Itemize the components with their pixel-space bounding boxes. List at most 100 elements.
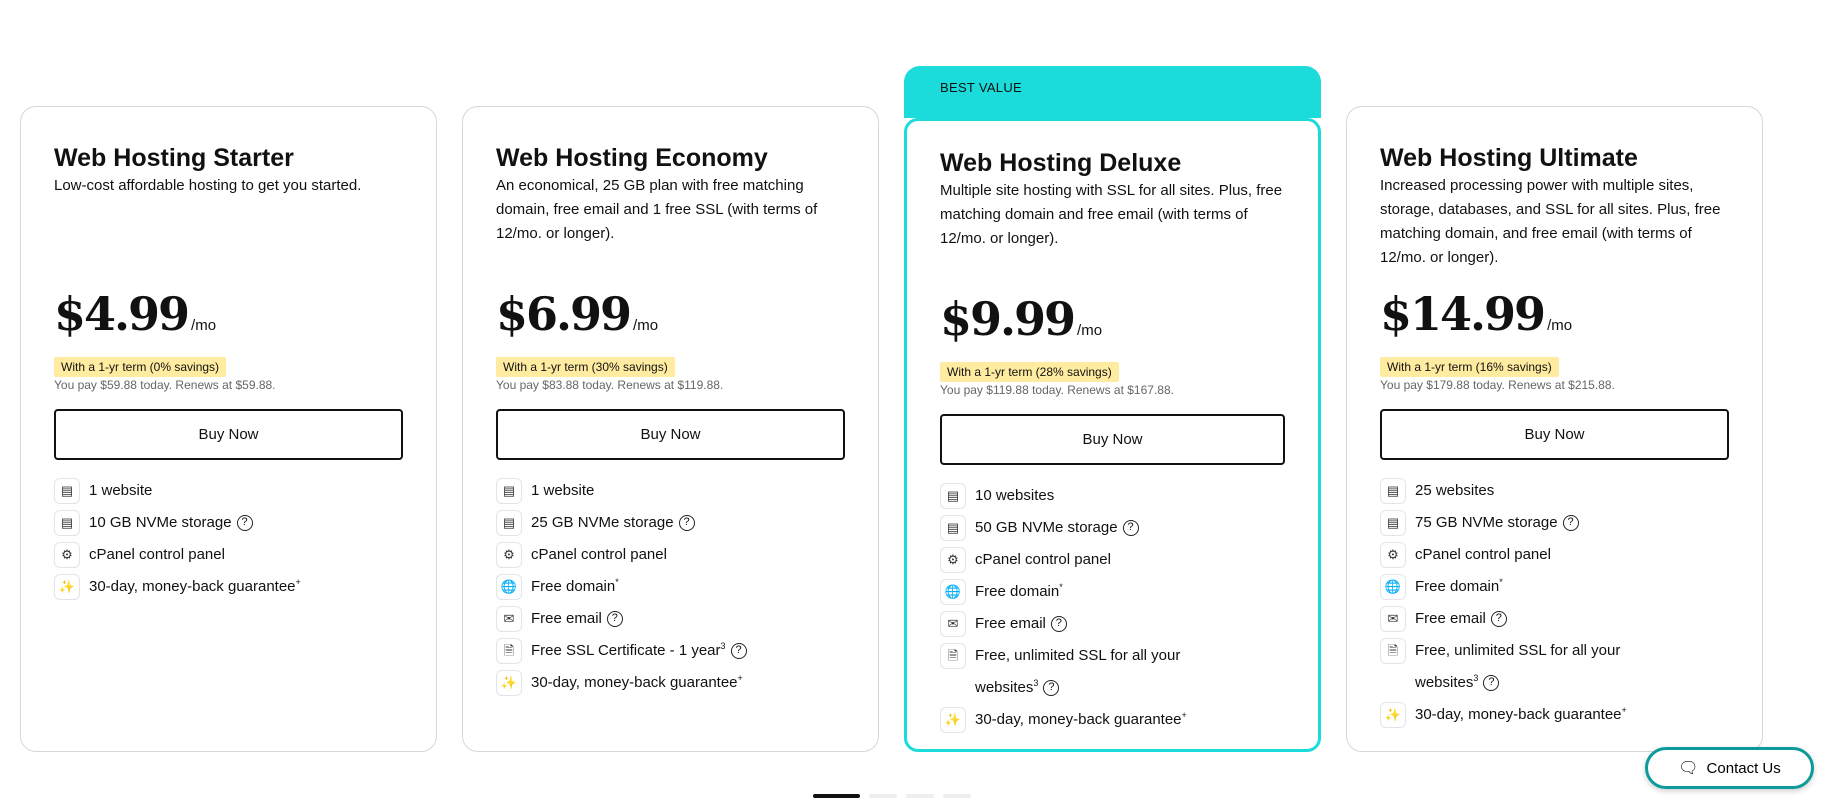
feature-item: ✉ Free email? bbox=[940, 608, 1285, 640]
help-icon[interactable]: ? bbox=[730, 643, 747, 660]
feature-text: 30-day, money-back guarantee bbox=[1415, 706, 1622, 723]
footnote-marker: + bbox=[295, 577, 301, 587]
browser-window-icon: ▤ bbox=[496, 478, 522, 504]
feature-list: ▤ 1 website ▤ 25 GB NVMe storage? ⚙ cPan… bbox=[496, 475, 845, 699]
savings-badge: With a 1-yr term (30% savings) bbox=[496, 357, 675, 377]
feature-text: Free SSL Certificate - 1 year bbox=[531, 642, 721, 659]
certificate-icon: 🗎 bbox=[1380, 638, 1406, 664]
feature-item: 🌐 Free domain* bbox=[940, 576, 1285, 608]
carousel-pagination bbox=[813, 794, 971, 798]
footnote-marker: 3 bbox=[1473, 673, 1479, 683]
feature-item: 🌐 Free domain* bbox=[1380, 571, 1729, 603]
feature-item: ✨ 30-day, money-back guarantee+ bbox=[1380, 699, 1729, 731]
plan-price: $14.99 bbox=[1380, 287, 1546, 341]
buy-now-button[interactable]: Buy Now bbox=[496, 409, 845, 460]
footnote-marker: + bbox=[737, 673, 743, 683]
price-period: /mo bbox=[633, 317, 659, 334]
help-icon[interactable]: ? bbox=[678, 515, 695, 532]
feature-item: ⚙ cPanel control panel bbox=[1380, 539, 1729, 571]
certificate-icon: 🗎 bbox=[496, 638, 522, 664]
feature-item: ✉ Free email? bbox=[1380, 603, 1729, 635]
feature-item: 🗎 Free SSL Certificate - 1 year3? bbox=[496, 635, 845, 667]
help-icon[interactable]: ? bbox=[1483, 675, 1500, 692]
feature-item: ▤ 1 website bbox=[54, 475, 403, 507]
feature-item: ▤ 10 GB NVMe storage? bbox=[54, 507, 403, 539]
feature-item: ▤ 50 GB NVMe storage? bbox=[940, 512, 1285, 544]
help-icon[interactable]: ? bbox=[606, 611, 623, 628]
feature-item: 🗎 Free, unlimited SSL for all your websi… bbox=[940, 640, 1285, 704]
feature-text: 30-day, money-back guarantee bbox=[89, 578, 296, 595]
globe-icon: 🌐 bbox=[940, 579, 966, 605]
storage-drive-icon: ▤ bbox=[496, 510, 522, 536]
carousel-dot[interactable] bbox=[943, 794, 971, 798]
feature-list: ▤ 10 websites ▤ 50 GB NVMe storage? ⚙ cP… bbox=[940, 480, 1285, 736]
envelope-icon: ✉ bbox=[1380, 606, 1406, 632]
carousel-dot[interactable] bbox=[813, 794, 860, 798]
buy-now-button[interactable]: Buy Now bbox=[940, 414, 1285, 465]
footnote-marker: + bbox=[1181, 710, 1187, 720]
gear-icon: ⚙ bbox=[1380, 542, 1406, 568]
help-icon[interactable]: ? bbox=[1050, 616, 1067, 633]
help-icon[interactable]: ? bbox=[1562, 515, 1579, 532]
envelope-icon: ✉ bbox=[940, 611, 966, 637]
gear-icon: ⚙ bbox=[54, 542, 80, 568]
plan-description: Increased processing power with multiple… bbox=[1380, 177, 1721, 266]
footnote-marker: * bbox=[1499, 577, 1503, 587]
feature-item: ⚙ cPanel control panel bbox=[54, 539, 403, 571]
plan-title: Web Hosting Starter bbox=[54, 144, 294, 172]
savings-badge: With a 1-yr term (28% savings) bbox=[940, 362, 1119, 382]
feature-text: 1 website bbox=[89, 482, 153, 499]
storage-drive-icon: ▤ bbox=[940, 515, 966, 541]
contact-us-label: Contact Us bbox=[1706, 759, 1781, 777]
help-icon[interactable]: ? bbox=[1490, 611, 1507, 628]
carousel-dot[interactable] bbox=[906, 794, 934, 798]
feature-text: 25 GB NVMe storage bbox=[531, 514, 674, 531]
feature-text: Free domain bbox=[1415, 578, 1500, 595]
price-period: /mo bbox=[191, 317, 217, 334]
renewal-text: You pay $179.88 today. Renews at $215.88… bbox=[1380, 378, 1615, 392]
feature-item: ▤ 10 websites bbox=[940, 480, 1285, 512]
feature-text: 25 websites bbox=[1415, 482, 1495, 499]
price-period: /mo bbox=[1077, 322, 1103, 339]
plan-price: $6.99 bbox=[496, 287, 632, 341]
plan-card: Web Hosting Ultimate Increased processin… bbox=[1346, 106, 1763, 752]
feature-text: cPanel control panel bbox=[531, 546, 667, 563]
storage-drive-icon: ▤ bbox=[54, 510, 80, 536]
globe-icon: 🌐 bbox=[1380, 574, 1406, 600]
help-icon[interactable]: ? bbox=[236, 515, 253, 532]
help-icon[interactable]: ? bbox=[1043, 680, 1060, 697]
feature-item: ▤ 75 GB NVMe storage? bbox=[1380, 507, 1729, 539]
carousel-dot[interactable] bbox=[869, 794, 897, 798]
money-back-hand-icon: ✨ bbox=[940, 707, 966, 733]
gear-icon: ⚙ bbox=[496, 542, 522, 568]
feature-item: 🗎 Free, unlimited SSL for all your websi… bbox=[1380, 635, 1729, 699]
contact-us-button[interactable]: 🗨 Contact Us bbox=[1645, 747, 1814, 789]
feature-text: Free email bbox=[531, 610, 602, 627]
feature-text: Free, unlimited SSL for all your website… bbox=[975, 647, 1181, 696]
plan-price: $4.99 bbox=[54, 287, 190, 341]
money-back-hand-icon: ✨ bbox=[1380, 702, 1406, 728]
storage-drive-icon: ▤ bbox=[1380, 510, 1406, 536]
browser-window-icon: ▤ bbox=[1380, 478, 1406, 504]
buy-now-button[interactable]: Buy Now bbox=[54, 409, 403, 460]
footnote-marker: + bbox=[1621, 705, 1627, 715]
feature-item: ✉ Free email? bbox=[496, 603, 845, 635]
help-icon[interactable]: ? bbox=[1122, 520, 1139, 537]
feature-item: ✨ 30-day, money-back guarantee+ bbox=[496, 667, 845, 699]
feature-item: 🌐 Free domain* bbox=[496, 571, 845, 603]
best-value-badge: BEST VALUE bbox=[904, 66, 1321, 118]
feature-text: 1 website bbox=[531, 482, 595, 499]
feature-text: Free email bbox=[975, 615, 1046, 632]
feature-text: 30-day, money-back guarantee bbox=[975, 711, 1182, 728]
feature-item: ▤ 1 website bbox=[496, 475, 845, 507]
footnote-marker: * bbox=[1059, 582, 1063, 592]
buy-now-button[interactable]: Buy Now bbox=[1380, 409, 1729, 460]
money-back-hand-icon: ✨ bbox=[496, 670, 522, 696]
price-period: /mo bbox=[1547, 317, 1573, 334]
feature-text: 75 GB NVMe storage bbox=[1415, 514, 1558, 531]
feature-item: ⚙ cPanel control panel bbox=[940, 544, 1285, 576]
feature-text: cPanel control panel bbox=[89, 546, 225, 563]
money-back-hand-icon: ✨ bbox=[54, 574, 80, 600]
savings-badge: With a 1-yr term (0% savings) bbox=[54, 357, 227, 377]
feature-text: Free email bbox=[1415, 610, 1486, 627]
